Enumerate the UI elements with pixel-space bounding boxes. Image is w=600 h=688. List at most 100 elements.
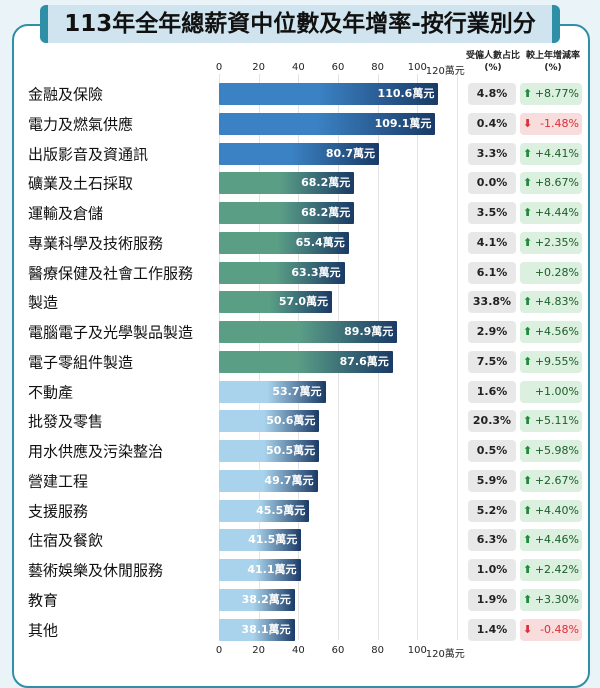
change-value: +5.98% — [534, 444, 579, 457]
x-tick-label: 0 — [215, 645, 223, 656]
bar-value-label: 41.5萬元 — [248, 533, 298, 547]
arrow-up-icon: ⬆ — [523, 533, 533, 547]
change-cell: ⬆ +2.67% — [520, 469, 582, 492]
change-cell: +0.28% — [520, 261, 582, 284]
bar: 89.9萬元 — [219, 321, 398, 343]
arrow-up-icon: ⬆ — [523, 146, 533, 160]
change-cell: ⬆ +4.56% — [520, 321, 582, 343]
share-cell: 3.5% — [468, 202, 516, 224]
bar: 57.0萬元 — [219, 291, 333, 314]
bar: 65.4萬元 — [219, 231, 349, 254]
change-cell: ⬆ +2.35% — [520, 231, 582, 254]
share-cell: 6.3% — [468, 529, 516, 552]
category-label: 礦業及土石採取 — [28, 174, 134, 193]
category-label: 其他 — [28, 621, 59, 639]
x-tick-label: 120萬元 — [425, 649, 465, 660]
bar: 38.2萬元 — [219, 588, 295, 611]
change-cell: ⬇ -1.48% — [520, 112, 582, 135]
share-cell: 2.9% — [468, 321, 516, 343]
change-cell: ⬆ +8.77% — [520, 83, 582, 105]
x-tick-label: 80 — [371, 62, 385, 73]
bar: 109.1萬元 — [219, 112, 436, 135]
arrow-up-icon: ⬆ — [523, 354, 533, 368]
share-cell: 33.8% — [468, 291, 516, 314]
arrow-up-icon: ⬆ — [523, 563, 533, 576]
share-cell: 1.4% — [468, 618, 516, 641]
change-value: +4.44% — [534, 206, 579, 219]
change-cell: ⬆ +4.46% — [520, 529, 582, 552]
arrow-up-icon: ⬆ — [523, 473, 533, 487]
change-value: +4.41% — [534, 146, 579, 160]
change-value: -0.48% — [540, 622, 579, 636]
arrow-up-icon: ⬆ — [523, 444, 533, 457]
change-value: +2.42% — [534, 563, 579, 576]
category-label: 批發及零售 — [28, 412, 104, 431]
change-value: +4.46% — [534, 533, 579, 547]
chart-title: 113年全年總薪資中位數及年增率-按行業別分 — [40, 5, 560, 43]
change-cell: ⬆ +4.83% — [520, 291, 582, 314]
bar: 68.2萬元 — [219, 202, 355, 224]
arrow-up-icon: ⬆ — [523, 592, 533, 606]
gridline — [417, 74, 419, 640]
bar-value-label: 68.2萬元 — [301, 206, 351, 219]
category-label: 專業科學及技術服務 — [28, 234, 164, 253]
change-value: +5.11% — [534, 414, 579, 428]
category-label: 用水供應及污染整治 — [28, 442, 164, 461]
arrow-up-icon: ⬆ — [523, 235, 533, 249]
share-column-header: 受僱人數占比 (%) — [466, 51, 521, 73]
bar-value-label: 63.3萬元 — [291, 265, 341, 279]
change-cell: ⬇ -0.48% — [520, 618, 582, 641]
x-tick-label: 80 — [371, 645, 385, 656]
bar: 49.7萬元 — [219, 469, 318, 492]
bar-value-label: 53.7萬元 — [272, 384, 322, 398]
category-label: 電子零組件製造 — [28, 353, 134, 372]
change-cell: ⬆ +4.44% — [520, 202, 582, 224]
x-tick-label: 100 — [407, 62, 427, 73]
bar-value-label: 87.6萬元 — [339, 354, 389, 368]
bar-value-label: 68.2萬元 — [301, 176, 351, 190]
change-value: +8.67% — [534, 176, 579, 190]
bar: 50.5萬元 — [219, 440, 320, 462]
bar: 63.3萬元 — [219, 261, 345, 284]
change-cell: ⬆ +5.11% — [520, 410, 582, 433]
category-label: 運輸及倉儲 — [28, 204, 104, 223]
x-tick-label: 120萬元 — [425, 66, 465, 77]
bar: 87.6萬元 — [219, 350, 393, 373]
change-value: +4.83% — [534, 295, 579, 309]
change-value: +4.40% — [534, 503, 579, 517]
change-cell: ⬆ +3.30% — [520, 588, 582, 611]
x-tick-label: 20 — [252, 645, 266, 656]
category-label: 電力及燃氣供應 — [28, 115, 134, 134]
share-cell: 6.1% — [468, 261, 516, 284]
change-value: +0.28% — [534, 265, 579, 279]
category-label: 醫療保健及社會工作服務 — [28, 264, 194, 282]
change-cell: ⬆ +8.67% — [520, 172, 582, 195]
bar-value-label: 49.7萬元 — [264, 473, 314, 487]
bar-value-label: 38.1萬元 — [241, 622, 291, 636]
category-label: 金融及保險 — [28, 85, 104, 104]
arrow-up-icon: ⬆ — [523, 206, 533, 219]
bar: 110.6萬元 — [219, 83, 439, 105]
gridline — [457, 74, 458, 640]
bar: 50.6萬元 — [219, 410, 320, 433]
x-tick-label: 100 — [407, 645, 427, 656]
share-cell: 1.9% — [468, 588, 516, 611]
bar: 80.7萬元 — [219, 142, 380, 165]
x-tick-label: 20 — [252, 62, 266, 73]
share-cell: 0.4% — [468, 112, 516, 135]
arrow-up-icon: ⬆ — [523, 295, 533, 309]
arrow-down-icon: ⬇ — [523, 116, 533, 130]
x-tick-label: 0 — [215, 62, 223, 73]
arrow-up-icon: ⬆ — [523, 325, 533, 338]
share-cell: 1.0% — [468, 559, 516, 581]
change-value: +1.00% — [534, 384, 579, 398]
change-value: -1.48% — [540, 116, 579, 130]
category-label: 電腦電子及光學製品製造 — [28, 323, 194, 342]
category-label: 營建工程 — [28, 472, 89, 491]
share-cell: 5.9% — [468, 469, 516, 492]
share-cell: 0.5% — [468, 440, 516, 462]
share-cell: 5.2% — [468, 499, 516, 522]
bar-value-label: 80.7萬元 — [325, 146, 376, 160]
bar-value-label: 57.0萬元 — [278, 295, 329, 309]
bar-value-label: 50.6萬元 — [266, 414, 316, 428]
